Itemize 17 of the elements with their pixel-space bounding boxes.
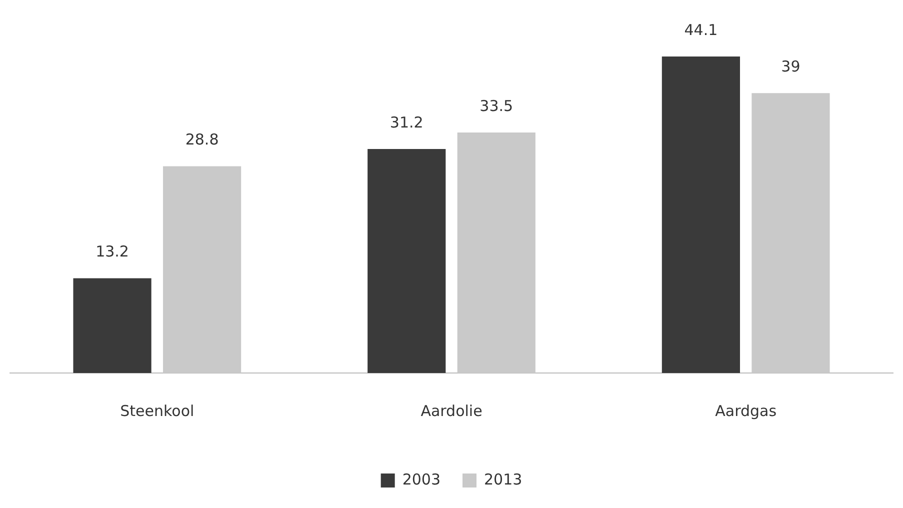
data-label: 33.5 [480, 96, 514, 115]
bar [662, 56, 740, 373]
legend-label: 2013 [484, 470, 522, 488]
data-label: 13.2 [96, 242, 129, 261]
data-label: 39 [781, 57, 800, 76]
x-tick-label: Steenkool [120, 402, 194, 420]
bar [752, 93, 830, 373]
data-label: 31.2 [390, 113, 424, 132]
data-label: 28.8 [185, 130, 219, 149]
legend-label: 2003 [402, 470, 441, 488]
x-tick-label: Aardolie [420, 402, 482, 420]
bar [73, 278, 152, 373]
bar [457, 132, 536, 373]
bar [163, 166, 242, 373]
x-tick-label: Aardgas [715, 402, 777, 420]
bar [368, 149, 446, 373]
data-label: 44.1 [684, 20, 718, 39]
